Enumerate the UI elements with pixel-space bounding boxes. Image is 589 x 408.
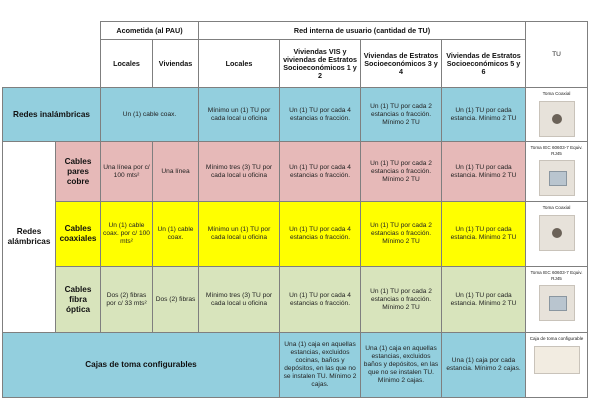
tu-label: Toma Coaxial xyxy=(542,91,571,96)
cell: Una (1) caja en aquellas estancias, excl… xyxy=(279,332,362,398)
tu-label: Caja de toma configurable xyxy=(529,336,584,341)
tu-cell: Toma IEC 60603-7 Equiv. RJ45 xyxy=(525,266,589,333)
cell: Dos (2) fibras xyxy=(151,266,200,333)
column-header: Locales xyxy=(100,39,153,88)
row-label: Redes inalámbricas xyxy=(2,87,101,142)
tu-icon xyxy=(538,285,575,321)
jack xyxy=(548,171,567,186)
cell: Un (1) TU por cada estancia. Mínimo 2 TU xyxy=(441,266,527,333)
tu-cell: Caja de toma configurable xyxy=(525,332,589,398)
cell: Un (1) TU por cada 2 estancias o fracció… xyxy=(360,141,443,202)
cell: Un (1) TU por cada estancia. Mínimo 2 TU xyxy=(441,141,527,202)
column-header: Viviendas de Estratos Socioeconómicos 5 … xyxy=(441,39,527,88)
column-header: Viviendas xyxy=(151,39,200,88)
tu-cell: Toma Coaxial xyxy=(525,201,589,267)
cell: Un (1) TU por cada estancia. Mínimo 2 TU xyxy=(441,201,527,267)
table-row: Cajas de toma configurables Una (1) caja … xyxy=(1,332,589,398)
cell: Un (1) TU por cada 4 estancias o fracció… xyxy=(279,141,362,202)
cell: Un (1) TU por cada 4 estancias o fracció… xyxy=(279,201,362,267)
tu-icon xyxy=(538,100,575,137)
cell: Un (1) cable coax. por c/ 100 mts² xyxy=(100,201,153,267)
jack xyxy=(551,227,562,238)
table-row: Locales Viviendas Locales Viviendas VIS y v… xyxy=(3,39,588,88)
cell: Una (1) caja por cada estancia. Mínimo 2… xyxy=(441,332,527,398)
row-label: Cajas de toma configurables xyxy=(1,332,281,398)
tu-label: Toma IEC 60603-7 Equiv. RJ45 xyxy=(530,270,583,281)
tu-label: Toma IEC 60603-7 Equiv. RJ45 xyxy=(530,145,583,156)
tu-cell: Toma Coaxial xyxy=(525,87,589,142)
cell: Un (1) cable coax. xyxy=(99,87,200,142)
header: TU xyxy=(525,21,589,88)
column-header: Viviendas VIS y viviendas de Estratos So… xyxy=(279,39,362,88)
table-row: Redes inalámbricas Un (1) cable coax. Míni… xyxy=(2,87,589,142)
jack xyxy=(551,113,562,124)
cell: Un (1) TU por cada 2 estancias o fracció… xyxy=(360,201,443,267)
cell: Mínimo tres (3) TU por cada local u ofic… xyxy=(198,141,281,202)
cell: Un (1) TU por cada estancia. Mínimo 2 TU xyxy=(441,87,527,142)
cell: Un (1) cable coax. xyxy=(151,201,200,267)
table-row: Cables fibra óptica Dos (2) fibras por c/… xyxy=(3,266,589,333)
cell: Un (1) TU por cada 2 estancias o fracció… xyxy=(360,87,443,142)
tu-cell: Toma IEC 60603-7 Equiv. RJ45 xyxy=(525,141,589,202)
row-label: Cables fibra óptica xyxy=(55,266,101,333)
tu-label: Toma Coaxial xyxy=(542,205,571,210)
cell: Dos (2) fibras por c/ 33 mts² xyxy=(100,266,153,333)
blank xyxy=(3,22,101,88)
cell: Un (1) TU por cada 4 estancias o fracció… xyxy=(279,266,362,333)
row-label: Cables pares cobre xyxy=(55,141,101,202)
tu-icon xyxy=(538,160,575,196)
column-header: Locales xyxy=(198,39,281,88)
cell: Un (1) TU por cada 4 estancias o fracció… xyxy=(279,87,362,142)
table-row: Acometida (al PAU) Red interna de usuario… xyxy=(3,21,589,88)
cell: Una (1) caja en aquellas estancias, excl… xyxy=(360,332,443,398)
header: Acometida (al PAU) xyxy=(99,21,200,40)
tu-icon xyxy=(538,214,575,251)
row-label: Cables coaxiales xyxy=(55,201,101,267)
norms-table: Acometida (al PAU) Red interna de usuario… xyxy=(1,21,589,398)
jack xyxy=(548,296,567,311)
cell: Mínimo un (1) TU por cada local u oficin… xyxy=(198,201,281,267)
header: Red interna de usuario (cantidad de TU) xyxy=(198,21,527,40)
cell: Una línea xyxy=(151,141,200,202)
group-label: Redes alámbricas xyxy=(2,141,56,333)
cell: Mínimo tres (3) TU por cada local u ofic… xyxy=(198,266,281,333)
cell: Mínimo un (1) TU por cada local u oficin… xyxy=(198,87,281,142)
table-row: Cables coaxiales Un (1) cable coax. por c… xyxy=(3,201,589,267)
column-header: Viviendas de Estratos Socioeconómicos 3 … xyxy=(360,39,443,88)
cell: Una línea por c/ 100 mts² xyxy=(100,141,153,202)
table-row: Redes alámbricas Cables pares cobre Una lí… xyxy=(2,141,589,333)
tu-icon xyxy=(533,345,580,374)
cell: Un (1) TU por cada 2 estancias o fracció… xyxy=(360,266,443,333)
